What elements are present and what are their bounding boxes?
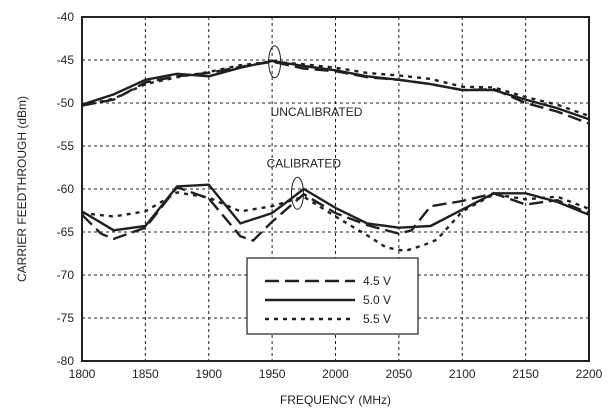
y-tick-label: -70 <box>57 268 75 282</box>
series-line-uncalibrated-50V <box>81 59 590 121</box>
series-line-calibrated-45V <box>81 186 590 242</box>
y-tick-label: -50 <box>57 96 75 110</box>
y-tick-label: -45 <box>57 53 75 67</box>
x-tick-label: 2150 <box>512 367 539 381</box>
legend-box <box>246 257 419 335</box>
legend-label: 5.0 V <box>363 293 391 307</box>
y-tick-label: -75 <box>57 311 75 325</box>
x-tick-label: 2050 <box>386 367 413 381</box>
annotation-label: UNCALIBRATED <box>271 105 363 119</box>
x-axis-title: FREQUENCY (MHz) <box>280 393 391 407</box>
series-line-calibrated-50V <box>81 183 590 232</box>
series-layer <box>81 59 590 253</box>
y-tick-label: -80 <box>57 354 75 368</box>
legend-label: 5.5 V <box>363 312 391 326</box>
y-tick-label: -60 <box>57 182 75 196</box>
x-tick-label: 1800 <box>69 367 96 381</box>
callout-ellipse <box>268 45 282 79</box>
y-axis-title: CARRIER FEEDTHROUGH (dBm) <box>15 96 29 282</box>
x-tick-label: 1850 <box>132 367 159 381</box>
x-tick-label: 1950 <box>259 367 286 381</box>
series-line-calibrated-55V <box>81 191 590 253</box>
annotations: UNCALIBRATED CALIBRATED <box>267 105 363 171</box>
plot-frame <box>81 16 590 362</box>
x-tick-label: 1900 <box>195 367 222 381</box>
legend-label: 4.5 V <box>363 274 391 288</box>
legend: 4.5 V 5.0 V 5.5 V <box>246 257 419 335</box>
x-tick-label: 2200 <box>576 367 603 381</box>
marker-layer <box>268 45 304 210</box>
x-tick-label: 2100 <box>449 367 476 381</box>
x-tick-label: 2000 <box>322 367 349 381</box>
annotation-label: CALIBRATED <box>267 157 342 171</box>
legend-items: 4.5 V 5.0 V 5.5 V <box>265 274 391 326</box>
tick-labels: 1800 1850 1900 1950 2000 2050 2100 2150 2200 -40 -… <box>57 10 603 381</box>
y-tick-label: -55 <box>57 139 75 153</box>
callout-ellipse <box>290 176 304 210</box>
y-tick-label: -40 <box>57 10 75 24</box>
y-tick-label: -65 <box>57 225 75 239</box>
